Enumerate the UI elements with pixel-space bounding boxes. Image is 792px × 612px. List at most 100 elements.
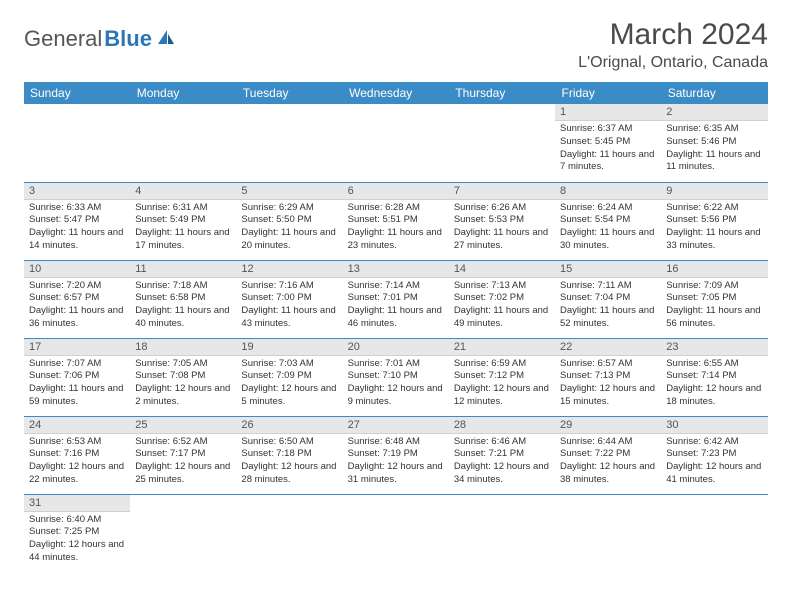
weekday-header: Wednesday xyxy=(343,82,449,104)
day-details: Sunrise: 6:26 AMSunset: 5:53 PMDaylight:… xyxy=(449,200,555,257)
calendar-week-row: 24Sunrise: 6:53 AMSunset: 7:16 PMDayligh… xyxy=(24,416,768,494)
day-number: 4 xyxy=(130,183,236,200)
weekday-header: Monday xyxy=(130,82,236,104)
sunset-text: Sunset: 6:58 PM xyxy=(135,292,231,305)
calendar-day-cell: 12Sunrise: 7:16 AMSunset: 7:00 PMDayligh… xyxy=(236,260,342,338)
sunset-text: Sunset: 7:12 PM xyxy=(454,370,550,383)
day-details: Sunrise: 6:42 AMSunset: 7:23 PMDaylight:… xyxy=(661,434,767,491)
calendar-week-row: 3Sunrise: 6:33 AMSunset: 5:47 PMDaylight… xyxy=(24,182,768,260)
daylight-text: Daylight: 11 hours and 52 minutes. xyxy=(560,305,656,331)
sunrise-text: Sunrise: 6:50 AM xyxy=(241,436,337,449)
daylight-text: Daylight: 11 hours and 49 minutes. xyxy=(454,305,550,331)
sunset-text: Sunset: 7:19 PM xyxy=(348,448,444,461)
daylight-text: Daylight: 11 hours and 23 minutes. xyxy=(348,227,444,253)
calendar-empty-cell xyxy=(343,494,449,572)
calendar-day-cell: 27Sunrise: 6:48 AMSunset: 7:19 PMDayligh… xyxy=(343,416,449,494)
calendar-empty-cell xyxy=(449,494,555,572)
calendar-day-cell: 13Sunrise: 7:14 AMSunset: 7:01 PMDayligh… xyxy=(343,260,449,338)
sunrise-text: Sunrise: 7:07 AM xyxy=(29,358,125,371)
calendar-day-cell: 3Sunrise: 6:33 AMSunset: 5:47 PMDaylight… xyxy=(24,182,130,260)
day-number: 28 xyxy=(449,417,555,434)
sunrise-text: Sunrise: 6:57 AM xyxy=(560,358,656,371)
weekday-header: Saturday xyxy=(661,82,767,104)
sunrise-text: Sunrise: 6:46 AM xyxy=(454,436,550,449)
sunset-text: Sunset: 7:08 PM xyxy=(135,370,231,383)
daylight-text: Daylight: 11 hours and 14 minutes. xyxy=(29,227,125,253)
sunrise-text: Sunrise: 6:22 AM xyxy=(666,202,762,215)
calendar-week-row: 1Sunrise: 6:37 AMSunset: 5:45 PMDaylight… xyxy=(24,104,768,182)
day-details: Sunrise: 7:20 AMSunset: 6:57 PMDaylight:… xyxy=(24,278,130,335)
day-number: 19 xyxy=(236,339,342,356)
day-number: 26 xyxy=(236,417,342,434)
calendar-day-cell: 28Sunrise: 6:46 AMSunset: 7:21 PMDayligh… xyxy=(449,416,555,494)
day-details: Sunrise: 6:28 AMSunset: 5:51 PMDaylight:… xyxy=(343,200,449,257)
calendar-day-cell: 14Sunrise: 7:13 AMSunset: 7:02 PMDayligh… xyxy=(449,260,555,338)
daylight-text: Daylight: 11 hours and 59 minutes. xyxy=(29,383,125,409)
sunset-text: Sunset: 7:06 PM xyxy=(29,370,125,383)
day-number: 8 xyxy=(555,183,661,200)
day-details: Sunrise: 7:01 AMSunset: 7:10 PMDaylight:… xyxy=(343,356,449,413)
location: L'Orignal, Ontario, Canada xyxy=(578,54,768,72)
calendar-day-cell: 9Sunrise: 6:22 AMSunset: 5:56 PMDaylight… xyxy=(661,182,767,260)
calendar-table: SundayMondayTuesdayWednesdayThursdayFrid… xyxy=(24,82,768,572)
day-details: Sunrise: 6:31 AMSunset: 5:49 PMDaylight:… xyxy=(130,200,236,257)
calendar-week-row: 17Sunrise: 7:07 AMSunset: 7:06 PMDayligh… xyxy=(24,338,768,416)
sunset-text: Sunset: 5:47 PM xyxy=(29,214,125,227)
sunset-text: Sunset: 5:56 PM xyxy=(666,214,762,227)
calendar-day-cell: 25Sunrise: 6:52 AMSunset: 7:17 PMDayligh… xyxy=(130,416,236,494)
day-number: 21 xyxy=(449,339,555,356)
calendar-day-cell: 21Sunrise: 6:59 AMSunset: 7:12 PMDayligh… xyxy=(449,338,555,416)
calendar-day-cell: 4Sunrise: 6:31 AMSunset: 5:49 PMDaylight… xyxy=(130,182,236,260)
daylight-text: Daylight: 12 hours and 38 minutes. xyxy=(560,461,656,487)
sunrise-text: Sunrise: 6:44 AM xyxy=(560,436,656,449)
sunrise-text: Sunrise: 7:20 AM xyxy=(29,280,125,293)
daylight-text: Daylight: 12 hours and 5 minutes. xyxy=(241,383,337,409)
sunset-text: Sunset: 7:22 PM xyxy=(560,448,656,461)
sunrise-text: Sunrise: 6:31 AM xyxy=(135,202,231,215)
logo-text-blue: Blue xyxy=(104,26,152,52)
calendar-day-cell: 24Sunrise: 6:53 AMSunset: 7:16 PMDayligh… xyxy=(24,416,130,494)
calendar-empty-cell xyxy=(449,104,555,182)
day-number: 31 xyxy=(24,495,130,512)
day-details: Sunrise: 7:09 AMSunset: 7:05 PMDaylight:… xyxy=(661,278,767,335)
sunset-text: Sunset: 7:16 PM xyxy=(29,448,125,461)
day-details: Sunrise: 6:50 AMSunset: 7:18 PMDaylight:… xyxy=(236,434,342,491)
day-details: Sunrise: 7:16 AMSunset: 7:00 PMDaylight:… xyxy=(236,278,342,335)
sunset-text: Sunset: 7:02 PM xyxy=(454,292,550,305)
daylight-text: Daylight: 11 hours and 43 minutes. xyxy=(241,305,337,331)
sunset-text: Sunset: 7:01 PM xyxy=(348,292,444,305)
daylight-text: Daylight: 11 hours and 40 minutes. xyxy=(135,305,231,331)
day-details: Sunrise: 6:40 AMSunset: 7:25 PMDaylight:… xyxy=(24,512,130,569)
calendar-empty-cell xyxy=(236,104,342,182)
sunset-text: Sunset: 7:21 PM xyxy=(454,448,550,461)
sunset-text: Sunset: 7:23 PM xyxy=(666,448,762,461)
day-number: 7 xyxy=(449,183,555,200)
daylight-text: Daylight: 11 hours and 56 minutes. xyxy=(666,305,762,331)
day-details: Sunrise: 6:52 AMSunset: 7:17 PMDaylight:… xyxy=(130,434,236,491)
calendar-day-cell: 8Sunrise: 6:24 AMSunset: 5:54 PMDaylight… xyxy=(555,182,661,260)
calendar-empty-cell xyxy=(343,104,449,182)
day-number: 2 xyxy=(661,104,767,121)
sunset-text: Sunset: 7:09 PM xyxy=(241,370,337,383)
sunset-text: Sunset: 5:53 PM xyxy=(454,214,550,227)
sunrise-text: Sunrise: 6:48 AM xyxy=(348,436,444,449)
daylight-text: Daylight: 12 hours and 44 minutes. xyxy=(29,539,125,565)
weekday-header: Tuesday xyxy=(236,82,342,104)
calendar-day-cell: 18Sunrise: 7:05 AMSunset: 7:08 PMDayligh… xyxy=(130,338,236,416)
calendar-day-cell: 16Sunrise: 7:09 AMSunset: 7:05 PMDayligh… xyxy=(661,260,767,338)
sunset-text: Sunset: 7:18 PM xyxy=(241,448,337,461)
daylight-text: Daylight: 11 hours and 11 minutes. xyxy=(666,149,762,175)
sunrise-text: Sunrise: 7:11 AM xyxy=(560,280,656,293)
day-number: 5 xyxy=(236,183,342,200)
day-number: 22 xyxy=(555,339,661,356)
sunrise-text: Sunrise: 6:24 AM xyxy=(560,202,656,215)
calendar-empty-cell xyxy=(24,104,130,182)
sunrise-text: Sunrise: 6:35 AM xyxy=(666,123,762,136)
day-number: 6 xyxy=(343,183,449,200)
calendar-week-row: 10Sunrise: 7:20 AMSunset: 6:57 PMDayligh… xyxy=(24,260,768,338)
sunset-text: Sunset: 5:54 PM xyxy=(560,214,656,227)
day-number: 14 xyxy=(449,261,555,278)
daylight-text: Daylight: 12 hours and 2 minutes. xyxy=(135,383,231,409)
day-details: Sunrise: 6:24 AMSunset: 5:54 PMDaylight:… xyxy=(555,200,661,257)
day-details: Sunrise: 6:57 AMSunset: 7:13 PMDaylight:… xyxy=(555,356,661,413)
